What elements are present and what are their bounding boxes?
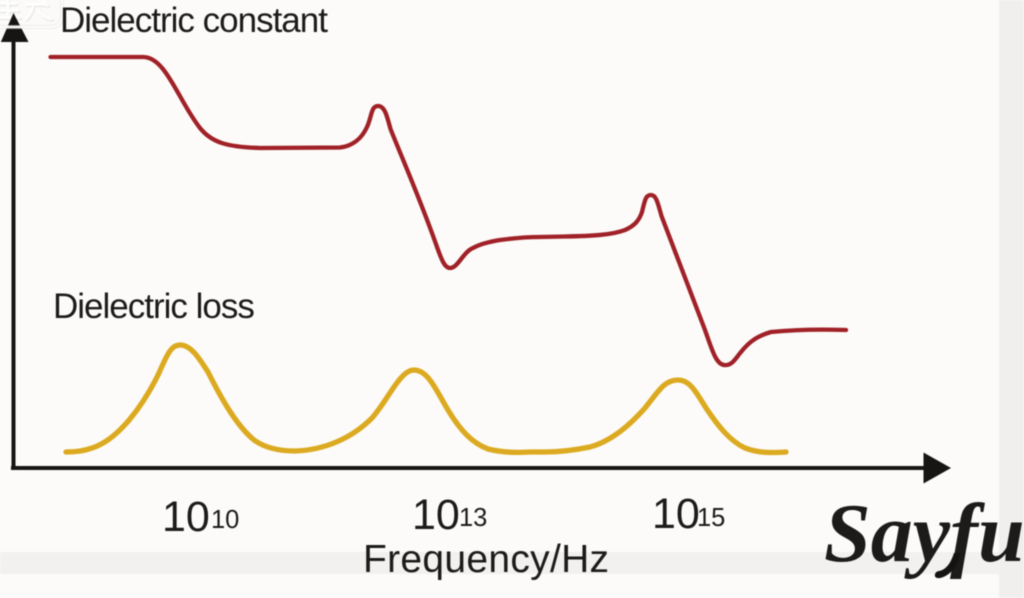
svg-text:10: 10 <box>162 493 210 541</box>
svg-text:13: 13 <box>459 504 487 532</box>
svg-text:Dielectric constant: Dielectric constant <box>60 1 328 40</box>
svg-text:10: 10 <box>412 491 460 539</box>
svg-text:Sayfu: Sayfu <box>824 487 1024 580</box>
svg-text:Dielectric loss: Dielectric loss <box>53 287 254 326</box>
svg-text:15: 15 <box>697 504 725 532</box>
svg-text:10: 10 <box>211 506 239 534</box>
svg-text:Frequency/Hz: Frequency/Hz <box>363 538 609 581</box>
svg-text:10: 10 <box>652 490 700 538</box>
